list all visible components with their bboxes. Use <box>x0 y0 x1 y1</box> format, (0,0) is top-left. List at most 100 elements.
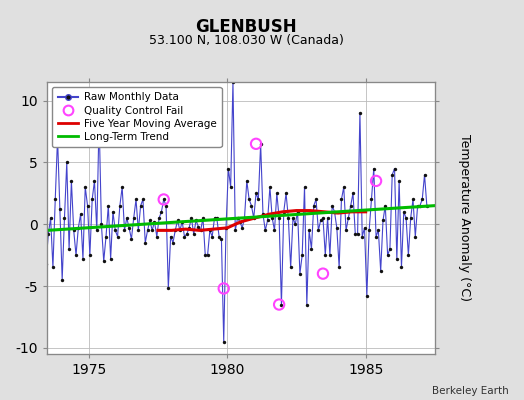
Point <box>53 134 62 141</box>
Point <box>261 227 269 234</box>
Point <box>388 172 396 178</box>
Point <box>215 233 223 240</box>
Point <box>159 196 168 203</box>
Point <box>303 301 311 308</box>
Point <box>201 252 210 258</box>
Point <box>203 252 212 258</box>
Point <box>300 184 309 190</box>
Point <box>344 215 353 221</box>
Point <box>337 196 346 203</box>
Point <box>42 260 50 267</box>
Point <box>319 270 327 277</box>
Point <box>395 178 403 184</box>
Point <box>249 215 258 221</box>
Point <box>330 209 339 215</box>
Legend: Raw Monthly Data, Quality Control Fail, Five Year Moving Average, Long-Term Tren: Raw Monthly Data, Quality Control Fail, … <box>52 87 222 147</box>
Point <box>127 236 136 242</box>
Point <box>121 227 129 234</box>
Point <box>358 233 366 240</box>
Point <box>192 217 200 224</box>
Point <box>56 206 64 212</box>
Point <box>37 141 46 147</box>
Point <box>30 202 39 209</box>
Point <box>353 231 362 237</box>
Point <box>252 190 260 196</box>
Point <box>199 215 207 221</box>
Point <box>416 202 424 209</box>
Point <box>49 264 57 271</box>
Point <box>162 202 170 209</box>
Point <box>372 233 380 240</box>
Point <box>213 215 221 221</box>
Point <box>284 215 292 221</box>
Point <box>252 141 260 147</box>
Point <box>289 215 297 221</box>
Point <box>328 202 336 209</box>
Point <box>245 196 253 203</box>
Point <box>51 196 59 203</box>
Point <box>141 240 149 246</box>
Point <box>369 165 378 172</box>
Point <box>95 116 103 122</box>
Point <box>349 190 357 196</box>
Point <box>206 227 214 234</box>
Point <box>418 196 427 203</box>
Point <box>226 184 235 190</box>
Point <box>208 233 216 240</box>
Point <box>196 227 205 234</box>
Point <box>171 227 179 234</box>
Point <box>134 227 143 234</box>
Point <box>316 217 325 224</box>
Point <box>272 190 281 196</box>
Point <box>65 246 73 252</box>
Point <box>270 227 279 234</box>
Point <box>86 252 94 258</box>
Point <box>247 202 256 209</box>
Point <box>185 225 193 231</box>
Point <box>379 217 387 224</box>
Point <box>159 196 168 203</box>
Point <box>298 252 307 258</box>
Point <box>152 233 161 240</box>
Point <box>97 221 105 227</box>
Point <box>79 256 87 262</box>
Point <box>183 231 191 237</box>
Point <box>319 215 327 221</box>
Point <box>423 202 431 209</box>
Point <box>296 270 304 277</box>
Point <box>100 258 108 264</box>
Point <box>390 165 399 172</box>
Point <box>125 225 133 231</box>
Y-axis label: Temperature Anomaly (°C): Temperature Anomaly (°C) <box>458 134 471 302</box>
Point <box>361 225 369 231</box>
Point <box>132 196 140 203</box>
Point <box>169 240 177 246</box>
Point <box>47 215 55 221</box>
Point <box>144 227 152 234</box>
Point <box>400 209 408 215</box>
Point <box>367 196 376 203</box>
Point <box>150 218 159 225</box>
Point <box>310 202 318 209</box>
Point <box>220 285 228 292</box>
Point <box>243 178 251 184</box>
Point <box>307 246 315 252</box>
Point <box>81 184 90 190</box>
Point <box>326 252 334 258</box>
Point <box>420 172 429 178</box>
Point <box>39 218 48 225</box>
Point <box>377 268 385 274</box>
Point <box>287 264 295 271</box>
Point <box>118 184 126 190</box>
Point <box>70 227 78 234</box>
Point <box>236 218 244 225</box>
Point <box>282 190 290 196</box>
Point <box>60 215 69 221</box>
Point <box>238 225 246 231</box>
Point <box>280 209 288 215</box>
Point <box>397 264 406 271</box>
Point <box>136 202 145 209</box>
Point <box>275 215 283 221</box>
Point <box>77 211 85 218</box>
Point <box>113 233 122 240</box>
